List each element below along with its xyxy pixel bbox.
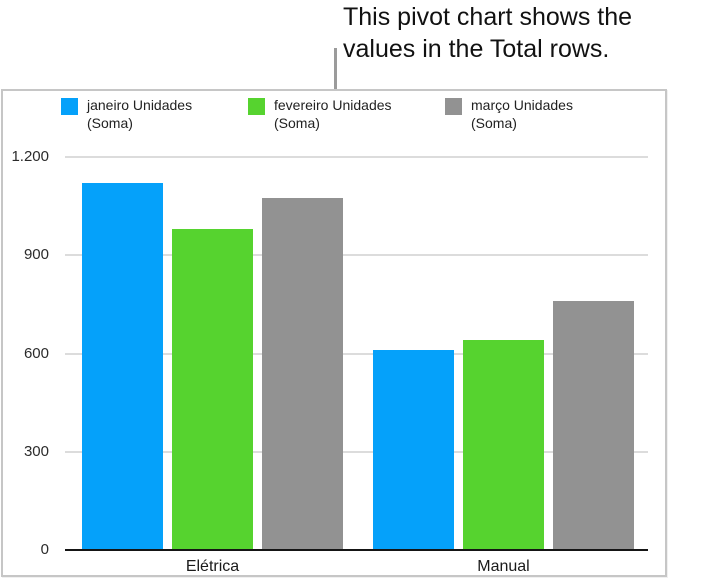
x-axis-line (65, 549, 648, 551)
y-axis-tick-label: 0 (40, 541, 49, 558)
legend-label: março Unidades (Soma) (471, 97, 573, 131)
y-axis-tick-label: 900 (23, 246, 49, 264)
bar-elétrica-fevereiro[interactable] (172, 229, 253, 550)
bar-manual-fevereiro[interactable] (463, 340, 544, 550)
gridline-y300 (65, 450, 648, 453)
legend-swatch-icon (248, 98, 265, 115)
legend-label: janeiro Unidades (Soma) (87, 97, 193, 131)
callout-text-line1: This pivot chart shows the (343, 3, 633, 31)
y-axis-tick-label: 1.200 (11, 148, 49, 165)
bar-elétrica-janeiro[interactable] (82, 183, 163, 550)
gridline-y1200 (65, 156, 648, 158)
plot-area: 0 300 600 900 1.200 Elétrica Manual (3, 91, 665, 575)
callout-connector-line (334, 48, 337, 90)
bar-manual-março[interactable] (553, 301, 634, 550)
y-axis-tick-label: 300 (23, 442, 49, 460)
callout-text: This pivot chart shows the values in the… (343, 1, 632, 65)
pivot-chart[interactable]: janeiro Unidades (Soma) fevereiro Unidade… (1, 89, 667, 577)
bar-manual-janeiro[interactable] (373, 350, 454, 550)
callout-text-line2: values in the Total rows. (343, 35, 610, 63)
bar-elétrica-março[interactable] (262, 198, 343, 550)
legend-label: fevereiro Unidades (Soma) (274, 97, 392, 131)
x-axis-category-label: Elétrica (185, 558, 240, 575)
legend-item-janeiro[interactable]: janeiro Unidades (Soma) (61, 96, 219, 132)
gridline-y900 (65, 254, 648, 257)
x-axis-category-label: Manual (477, 558, 530, 575)
legend-swatch-icon (445, 98, 462, 115)
legend-item-março[interactable]: março Unidades (Soma) (445, 96, 603, 132)
gridline-y600 (65, 352, 648, 355)
y-axis-tick-label: 600 (23, 344, 49, 362)
legend-swatch-icon (61, 98, 78, 115)
legend-item-fevereiro[interactable]: fevereiro Unidades (Soma) (248, 96, 406, 132)
